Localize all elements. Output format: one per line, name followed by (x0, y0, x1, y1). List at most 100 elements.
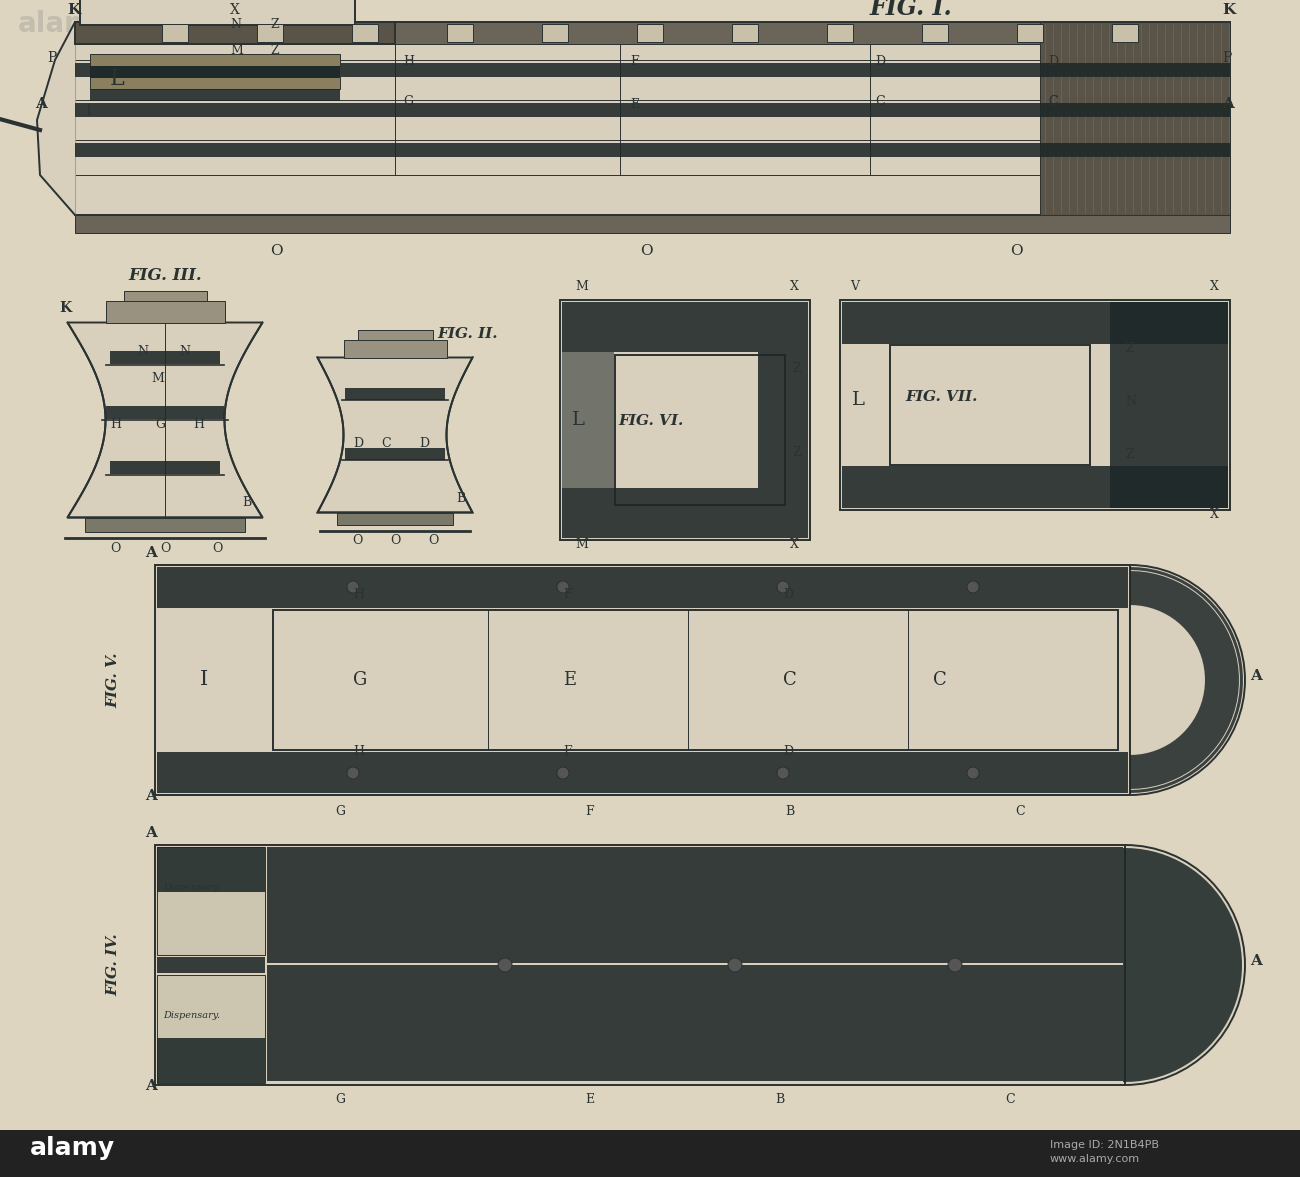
Bar (358, 330, 433, 339)
Text: A: A (146, 789, 157, 803)
Text: H: H (192, 418, 204, 431)
Bar (109, 351, 220, 364)
Bar (0, 1130, 1300, 1177)
Text: O: O (428, 534, 438, 547)
Text: FIG. IV.: FIG. IV. (107, 933, 120, 996)
Text: M: M (575, 538, 588, 551)
Bar (562, 302, 809, 352)
Bar (842, 466, 1228, 508)
Bar (157, 752, 1128, 793)
Bar (346, 388, 445, 400)
Text: D: D (419, 437, 429, 450)
Text: M: M (575, 280, 588, 293)
Polygon shape (1123, 847, 1242, 1082)
Polygon shape (1130, 567, 1243, 793)
Text: O: O (160, 543, 170, 556)
Text: O: O (111, 543, 121, 556)
Bar (75, 142, 1230, 157)
Circle shape (728, 958, 742, 972)
Bar (75, 22, 1230, 44)
Bar (105, 406, 225, 419)
Text: B: B (456, 492, 465, 505)
Text: G: G (335, 805, 345, 818)
Bar (615, 355, 785, 505)
Bar (257, 24, 283, 42)
Circle shape (948, 958, 962, 972)
Text: alamy: alamy (18, 9, 112, 38)
Text: A: A (146, 546, 157, 560)
Bar (273, 610, 1118, 750)
Bar (637, 24, 663, 42)
Text: N: N (136, 345, 148, 358)
Bar (891, 345, 1089, 465)
Polygon shape (36, 22, 75, 215)
Text: Z: Z (1124, 343, 1134, 355)
Bar (109, 461, 220, 474)
Text: D: D (783, 745, 793, 758)
Bar (346, 448, 445, 460)
Bar (562, 352, 614, 488)
Bar (90, 89, 341, 101)
Circle shape (347, 767, 359, 779)
Bar (758, 352, 809, 488)
Text: www.alamy.com: www.alamy.com (1050, 1153, 1140, 1164)
Text: D: D (783, 588, 793, 601)
Circle shape (967, 767, 979, 779)
Text: X: X (790, 538, 800, 551)
Text: Z: Z (792, 363, 801, 375)
Text: A: A (146, 1079, 157, 1093)
Text: E: E (585, 1093, 594, 1106)
Text: H: H (354, 745, 364, 758)
Bar (343, 339, 446, 358)
Bar (732, 24, 758, 42)
Text: O: O (212, 543, 222, 556)
Bar (560, 300, 810, 540)
Bar (922, 24, 948, 42)
Text: X: X (790, 280, 800, 293)
Text: L: L (572, 411, 585, 428)
Text: G: G (335, 1093, 345, 1106)
Bar (542, 24, 568, 42)
Text: H: H (111, 418, 121, 431)
Text: Dispensary.: Dispensary. (162, 884, 220, 892)
Text: C: C (381, 437, 390, 450)
Text: C: C (1005, 1093, 1014, 1106)
Text: FIG. VII.: FIG. VII. (905, 390, 978, 404)
Text: O: O (270, 244, 282, 258)
Text: H: H (403, 55, 413, 68)
Text: FIG. VI.: FIG. VI. (618, 414, 684, 427)
Text: A: A (1251, 669, 1262, 683)
Text: Image ID: 2N1B4PB: Image ID: 2N1B4PB (1050, 1141, 1160, 1150)
Text: A: A (1251, 955, 1262, 967)
Circle shape (777, 767, 789, 779)
Wedge shape (1124, 845, 1245, 1085)
Text: O: O (1010, 244, 1023, 258)
Text: X: X (1210, 508, 1219, 521)
Bar (352, 24, 378, 42)
Text: A: A (146, 826, 157, 840)
Bar (1110, 302, 1228, 508)
Polygon shape (1130, 571, 1239, 789)
Text: H: H (354, 588, 364, 601)
Text: X: X (1210, 280, 1219, 293)
Bar (157, 975, 265, 1083)
Text: V: V (850, 280, 859, 293)
Circle shape (967, 581, 979, 593)
Text: Z: Z (270, 18, 278, 31)
Text: Z: Z (1124, 447, 1134, 460)
Text: C: C (1015, 805, 1024, 818)
Polygon shape (68, 322, 263, 518)
Text: L: L (111, 68, 125, 89)
Circle shape (498, 958, 512, 972)
Bar (157, 1038, 265, 1083)
Wedge shape (1130, 565, 1245, 794)
Text: N: N (230, 18, 240, 31)
Bar (124, 291, 207, 300)
Bar (562, 488, 809, 538)
Text: C: C (875, 95, 884, 108)
Text: M: M (230, 44, 243, 56)
Bar (157, 567, 1128, 609)
Bar (75, 215, 1230, 233)
Text: Z: Z (792, 446, 801, 459)
Bar (157, 847, 265, 892)
